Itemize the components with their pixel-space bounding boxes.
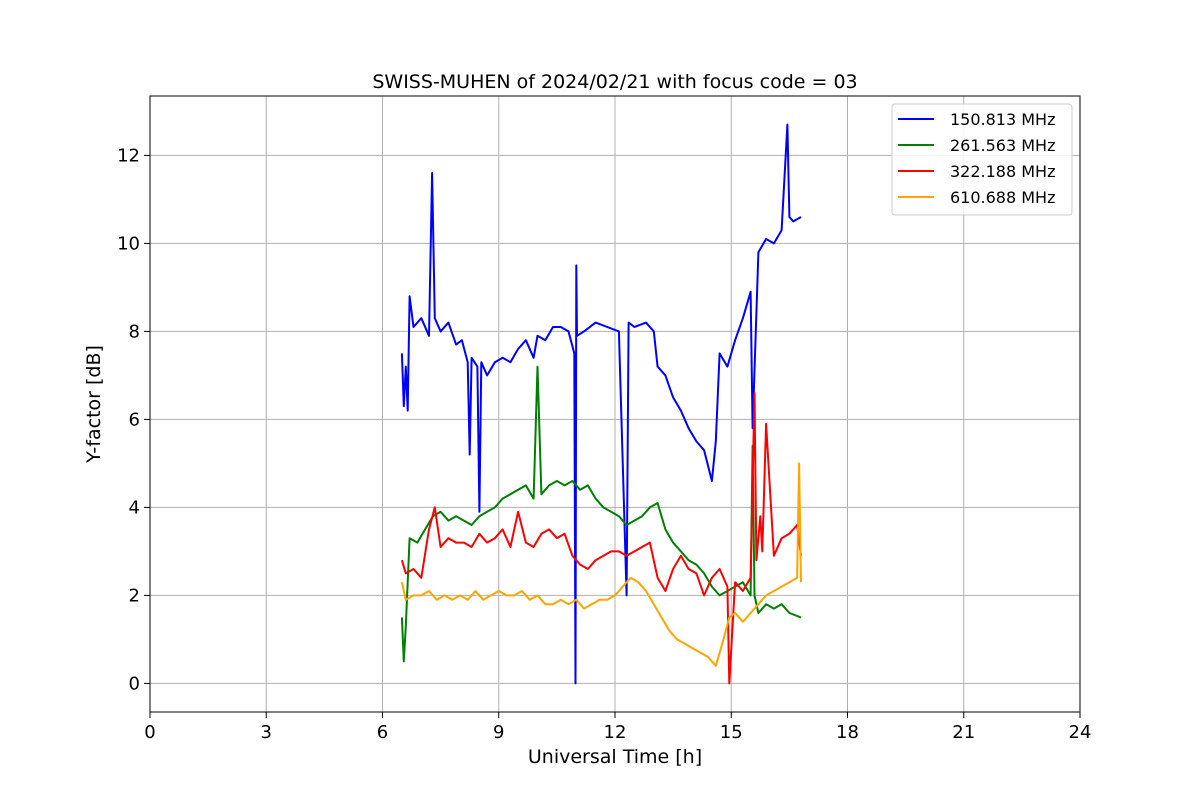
- y-tick-label: 6: [129, 409, 140, 430]
- chart-title: SWISS-MUHEN of 2024/02/21 with focus cod…: [372, 71, 857, 93]
- x-tick-label: 21: [952, 722, 975, 743]
- legend-label-3: 322.188 MHz: [950, 162, 1055, 181]
- y-axis-ticks: 0 2 4 6 8 10 12: [117, 145, 150, 694]
- legend-label-2: 261.563 MHz: [950, 136, 1055, 155]
- series-layer: [400, 123, 802, 685]
- legend-label-1: 150.813 MHz: [950, 110, 1055, 129]
- y-tick-label: 12: [117, 145, 140, 166]
- legend-label-4: 610.688 MHz: [950, 188, 1055, 207]
- y-tick-label: 2: [129, 585, 140, 606]
- x-tick-label: 12: [604, 722, 627, 743]
- legend: 150.813 MHz 261.563 MHz 322.188 MHz 610.688…: [891, 103, 1073, 216]
- x-tick-label: 6: [377, 722, 388, 743]
- y-tick-label: 8: [129, 321, 140, 342]
- y-tick-label: 10: [117, 233, 140, 254]
- series-line-1: [400, 123, 802, 685]
- x-tick-label: 3: [261, 722, 272, 743]
- x-tick-label: 0: [144, 722, 155, 743]
- x-tick-label: 9: [493, 722, 504, 743]
- x-axis-label: Universal Time [h]: [528, 746, 702, 768]
- x-tick-label: 24: [1069, 722, 1092, 743]
- series-line-3: [400, 392, 802, 685]
- x-axis-ticks: 0 3 6 9 12 15 18 21 24: [144, 712, 1091, 743]
- x-tick-label: 18: [836, 722, 859, 743]
- legend-box: [891, 103, 1073, 216]
- y-tick-label: 4: [129, 497, 140, 518]
- series-line-4: [400, 462, 802, 667]
- y-axis-label: Y-factor [dB]: [83, 345, 105, 464]
- x-tick-label: 15: [720, 722, 743, 743]
- series-line-2: [400, 365, 802, 663]
- y-tick-label: 0: [129, 673, 140, 694]
